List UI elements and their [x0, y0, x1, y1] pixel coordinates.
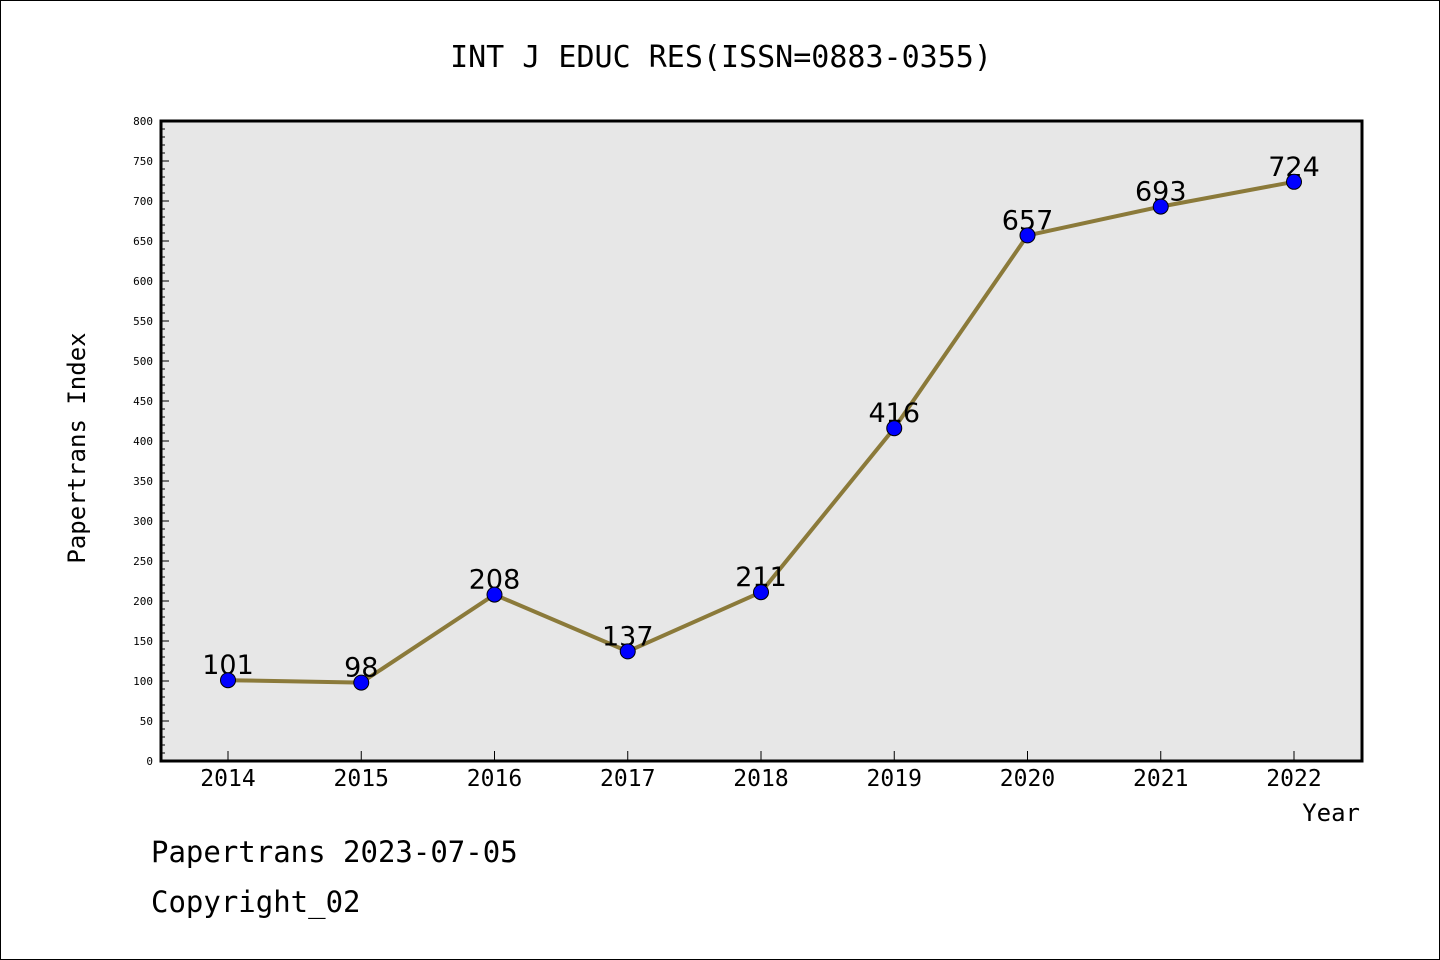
x-tick-label: 2014 [200, 766, 255, 792]
x-tick-label: 2015 [334, 766, 389, 792]
y-tick-label: 450 [133, 395, 153, 408]
chart-title: INT J EDUC RES(ISSN=0883-0355) [450, 40, 992, 75]
data-point [220, 672, 236, 689]
footer-date-text: Papertrans 2023-07-05 [151, 835, 518, 869]
x-tick-label: 2021 [1133, 766, 1188, 792]
data-point [886, 420, 903, 437]
data-point [619, 643, 636, 660]
footer-copyright-text: Copyright_02 [151, 885, 361, 919]
x-tick-label: 2016 [467, 766, 522, 792]
data-point [486, 586, 503, 603]
y-tick-label: 650 [133, 235, 153, 248]
data-point [1019, 227, 1036, 244]
y-tick-label: 350 [133, 475, 153, 488]
y-tick-label: 550 [133, 315, 153, 328]
y-axis-label: Papertrans Index [63, 332, 91, 563]
data-point [1286, 173, 1302, 190]
x-axis-label: Year [1302, 799, 1360, 827]
x-tick-label: 2022 [1266, 766, 1321, 792]
x-tick-label: 2017 [600, 766, 655, 792]
y-tick-label: 50 [140, 715, 153, 728]
y-tick-label: 150 [133, 635, 153, 648]
x-axis: 2014 2015 2016 2017 2018 2019 2020 2021 2022 [200, 751, 1322, 792]
y-tick-label: 0 [146, 755, 153, 768]
y-tick-label: 100 [133, 675, 153, 688]
y-tick-label: 800 [133, 115, 153, 128]
y-tick-label: 700 [133, 195, 153, 208]
y-axis: 0 50 100 150 200 250 300 350 400 450 500 550 600 650 7… [133, 115, 169, 768]
y-tick-label: 500 [133, 355, 153, 368]
y-tick-label: 750 [133, 155, 153, 168]
y-tick-label: 300 [133, 515, 153, 528]
y-tick-label: 250 [133, 555, 153, 568]
plot-area [159, 119, 1364, 763]
y-tick-label: 600 [133, 275, 153, 288]
data-point [1152, 198, 1169, 215]
y-tick-label: 200 [133, 595, 153, 608]
x-tick-label: 2020 [1000, 766, 1055, 792]
data-point [753, 584, 769, 601]
y-tick-label: 400 [133, 435, 153, 448]
data-point [353, 674, 370, 691]
x-tick-label: 2018 [733, 766, 788, 792]
x-tick-label: 2019 [867, 766, 922, 792]
